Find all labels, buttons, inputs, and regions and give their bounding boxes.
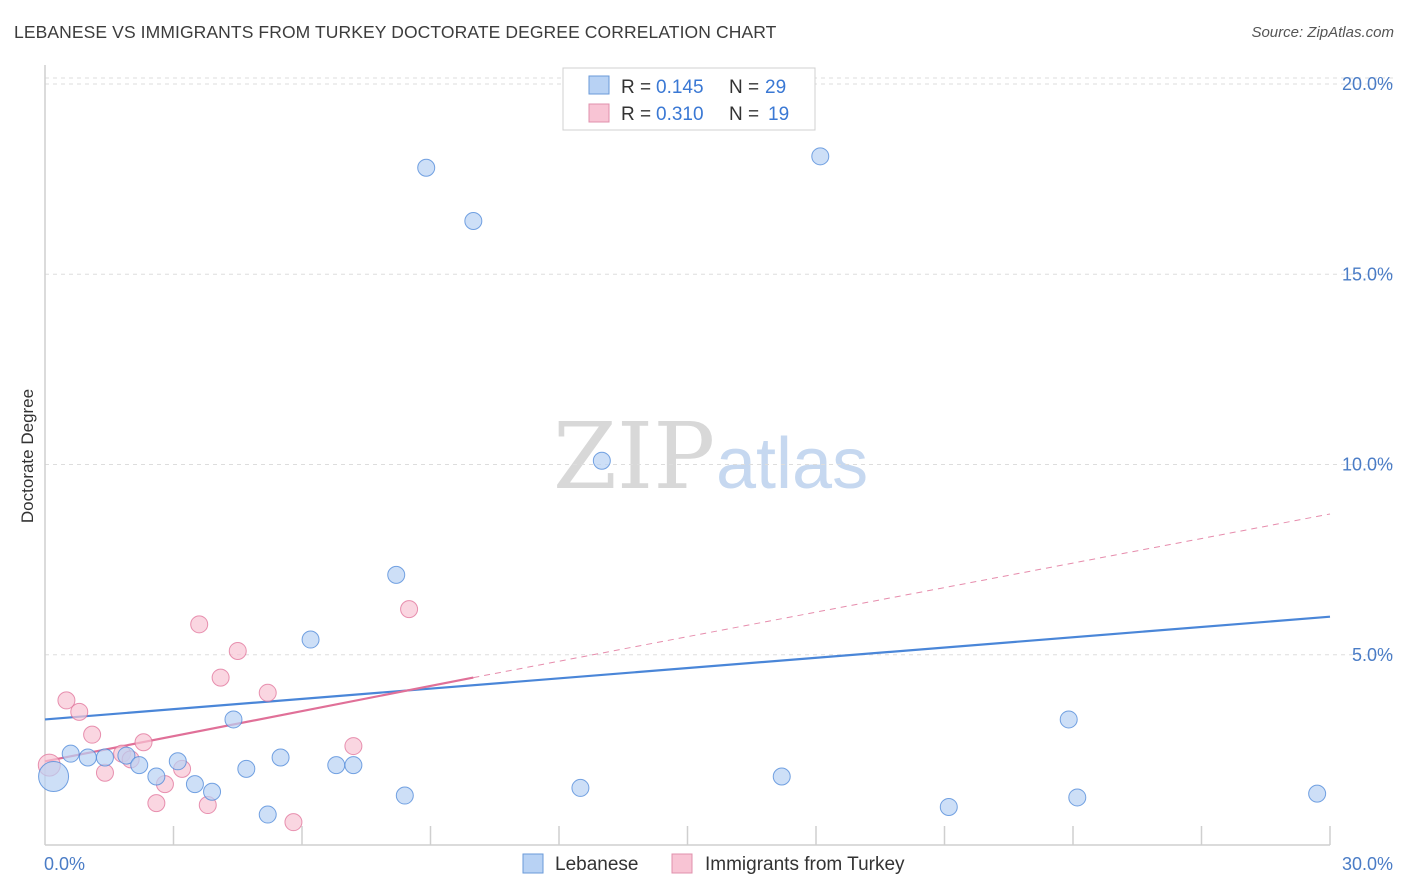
- data-point-lebanese: [38, 761, 70, 793]
- data-point-turkey: [258, 683, 277, 702]
- data-point-lebanese: [387, 565, 406, 584]
- legend-swatch-turkey: [588, 103, 610, 123]
- bottom-legend-swatch-lebanese: [522, 853, 544, 874]
- bottom-legend-label-turkey: Immigrants from Turkey: [705, 854, 905, 875]
- data-point-lebanese: [61, 744, 80, 763]
- legend-r-label-lebanese: R =: [621, 77, 651, 98]
- legend-r-value-lebanese: 0.145: [656, 77, 704, 98]
- data-point-lebanese: [417, 158, 436, 177]
- data-point-lebanese: [185, 775, 204, 794]
- data-point-turkey: [344, 737, 363, 756]
- source-credit: Source: ZipAtlas.com: [1251, 24, 1394, 41]
- legend-n-value-lebanese: 29: [765, 77, 786, 98]
- bottom-legend: Lebanese Immigrants from Turkey: [522, 853, 905, 875]
- data-point-lebanese: [147, 767, 166, 786]
- data-point-lebanese: [203, 782, 222, 801]
- data-point-turkey: [284, 813, 303, 832]
- data-point-lebanese: [327, 756, 346, 775]
- grid-lines: [45, 77, 1395, 656]
- data-point-turkey: [147, 794, 166, 813]
- data-point-turkey: [134, 733, 153, 752]
- tick-labels: 5.0% 10.0% 15.0% 20.0% 0.0% 30.0%: [44, 74, 1393, 874]
- y-tick-label: 20.0%: [1342, 74, 1393, 94]
- data-point-lebanese: [301, 630, 320, 649]
- data-point-lebanese: [811, 147, 830, 166]
- data-point-lebanese: [772, 767, 791, 786]
- legend-r-label-turkey: R =: [621, 104, 651, 125]
- data-point-lebanese: [117, 746, 136, 765]
- legend-n-value-turkey: 19: [768, 104, 789, 125]
- data-point-lebanese: [1068, 788, 1087, 807]
- data-point-lebanese: [271, 748, 290, 767]
- top-legend: R = 0.145 N = 29 R = 0.310 N = 19: [562, 67, 816, 131]
- y-axis-label: Doctorate Degree: [18, 389, 37, 523]
- data-point-turkey: [190, 615, 209, 634]
- data-point-lebanese: [237, 759, 256, 778]
- data-point-lebanese: [1308, 784, 1327, 803]
- data-point-turkey: [211, 668, 230, 687]
- axes: [44, 65, 1331, 846]
- data-point-lebanese: [395, 786, 414, 805]
- data-point-turkey: [83, 725, 102, 744]
- data-point-lebanese: [258, 805, 277, 824]
- data-point-turkey: [95, 763, 114, 782]
- data-point-lebanese: [464, 212, 483, 230]
- data-point-lebanese: [224, 710, 243, 729]
- data-point-lebanese: [344, 756, 363, 775]
- data-points: [37, 147, 1327, 832]
- legend-n-label-turkey: N =: [729, 104, 759, 125]
- watermark-atlas-text: atlas: [716, 424, 868, 504]
- data-point-turkey: [400, 600, 419, 619]
- data-point-lebanese: [571, 778, 590, 797]
- data-point-turkey: [228, 641, 247, 660]
- bottom-legend-label-lebanese: Lebanese: [555, 854, 638, 875]
- y-tick-label: 10.0%: [1342, 455, 1393, 475]
- chart-title: LEBANESE VS IMMIGRANTS FROM TURKEY DOCTO…: [14, 22, 777, 42]
- data-point-lebanese: [130, 756, 149, 775]
- data-point-lebanese: [592, 451, 611, 470]
- data-point-lebanese: [1059, 710, 1078, 729]
- data-point-lebanese: [939, 797, 958, 816]
- trend-line-series-0: [44, 615, 1331, 721]
- data-point-lebanese: [95, 748, 114, 767]
- legend-n-label-lebanese: N =: [729, 77, 759, 98]
- watermark-zip-text: ZIP: [553, 403, 715, 510]
- x-tick-label-max: 30.0%: [1342, 854, 1393, 874]
- data-point-turkey: [70, 702, 89, 721]
- x-tick-label-min: 0.0%: [44, 854, 85, 874]
- watermark: ZIP atlas: [553, 403, 868, 510]
- data-point-turkey: [57, 691, 76, 710]
- data-point-lebanese: [78, 748, 97, 767]
- legend-r-value-turkey: 0.310: [656, 104, 704, 125]
- data-point-lebanese: [168, 752, 187, 771]
- bottom-legend-swatch-turkey: [671, 853, 693, 874]
- legend-swatch-lebanese: [588, 75, 610, 95]
- trend-extension-series-1: [473, 513, 1331, 679]
- y-tick-label: 15.0%: [1342, 264, 1393, 284]
- y-tick-label: 5.0%: [1352, 645, 1393, 665]
